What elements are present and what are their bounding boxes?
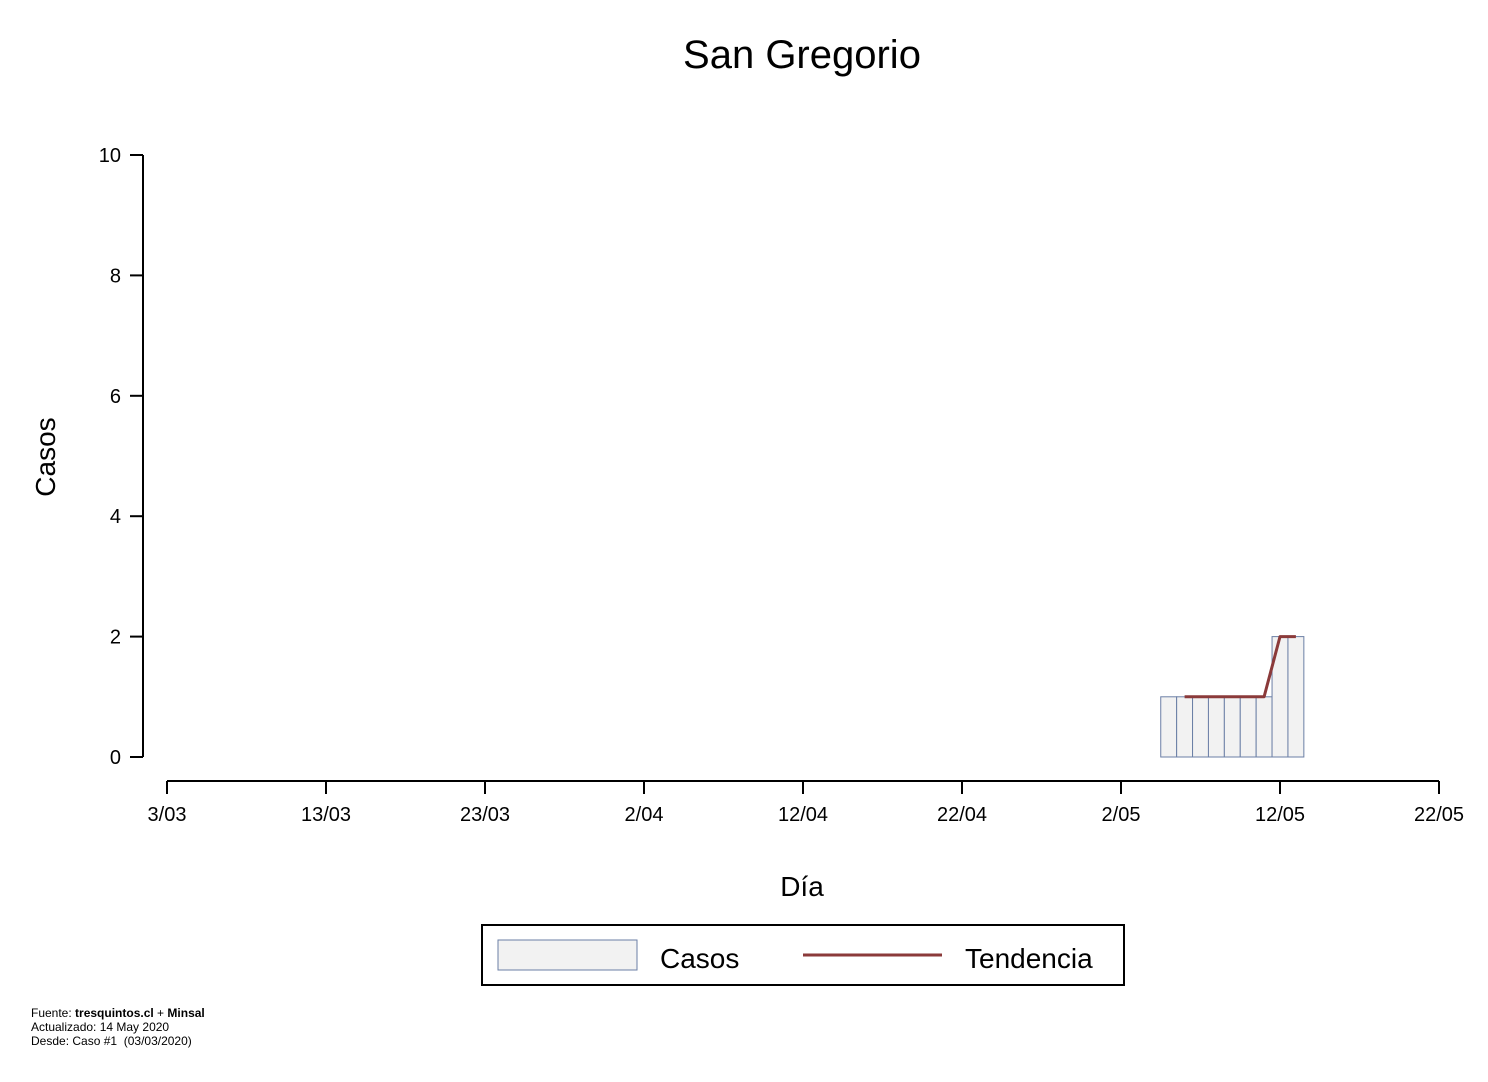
x-axis-label: Día: [780, 871, 824, 902]
y-tick-label: 6: [110, 386, 121, 408]
source-prefix: Fuente:: [31, 1006, 76, 1020]
y-axis-label: Casos: [30, 417, 61, 496]
source-org: Minsal: [167, 1006, 205, 1020]
since-line: Desde: Caso #1 (03/03/2020): [31, 1034, 192, 1048]
bars: [1160, 636, 1305, 758]
x-tick-label: 13/03: [301, 804, 351, 826]
x-axis: 3/03 13/03 23/03 2/04 12/04 22/04 2/05 12/05 22/…: [148, 780, 1464, 826]
x-tick-label: 3/03: [148, 804, 187, 826]
y-tick-label: 8: [110, 265, 121, 287]
y-tick-label: 0: [110, 747, 121, 769]
y-axis: 0 2 4 6 8 10: [99, 145, 144, 769]
source-line: Fuente: tresquintos.cl + Minsal: [31, 1006, 205, 1020]
bar-casos: [1223, 696, 1241, 758]
y-tick-label: 10: [99, 145, 121, 167]
trend-line-group: [1184, 635, 1296, 699]
bar-casos: [1255, 696, 1273, 758]
x-tick-label: 2/04: [625, 804, 664, 826]
x-tick-label: 22/05: [1414, 804, 1464, 826]
chart-title: San Gregorio: [683, 33, 921, 77]
source-site: tresquintos.cl: [75, 1006, 154, 1020]
x-tick-label: 2/05: [1102, 804, 1141, 826]
trend-line: [1184, 635, 1296, 699]
bar-casos: [1160, 696, 1178, 758]
bar-casos: [1192, 696, 1209, 758]
bar-casos: [1239, 696, 1257, 758]
x-tick-label: 22/04: [937, 804, 987, 826]
legend-casos-swatch: [497, 939, 638, 971]
updated-line: Actualizado: 14 May 2020: [31, 1020, 170, 1034]
source-join: +: [153, 1006, 168, 1020]
bar-casos: [1207, 696, 1225, 758]
x-tick-label: 12/04: [778, 804, 828, 826]
legend-tendencia-label: Tendencia: [965, 943, 1093, 974]
bar-casos: [1287, 636, 1305, 758]
y-tick-label: 2: [110, 627, 121, 649]
legend: Casos Tendencia: [481, 924, 1125, 986]
source-footer: Fuente: tresquintos.cl + Minsal Actualiz…: [31, 1006, 205, 1048]
bar-casos: [1176, 696, 1194, 758]
y-tick-label: 4: [110, 506, 121, 528]
x-tick-label: 12/05: [1255, 804, 1305, 826]
legend-casos-label: Casos: [660, 943, 739, 974]
x-tick-label: 23/03: [460, 804, 510, 826]
